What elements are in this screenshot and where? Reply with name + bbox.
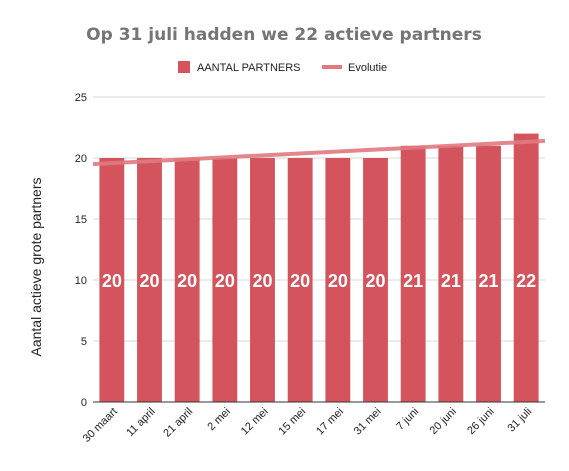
y-tick-label: 10 xyxy=(75,275,87,287)
x-tick-label: 30 maart xyxy=(81,406,120,445)
bar-data-label: 20 xyxy=(102,271,122,291)
legend-swatch-bars xyxy=(178,61,190,73)
trendline-path xyxy=(92,138,546,167)
trendline xyxy=(92,138,546,167)
x-tick-label: 2 mei xyxy=(205,406,233,434)
bar xyxy=(476,145,501,403)
y-tick-label: 0 xyxy=(81,397,87,409)
bar-data-label: 21 xyxy=(441,271,461,291)
bars xyxy=(99,133,539,403)
x-tick-label: 31 mei xyxy=(352,406,384,438)
y-tick-label: 15 xyxy=(75,214,87,226)
bar xyxy=(400,145,426,403)
bar xyxy=(363,158,388,402)
x-tick-label: 17 mei xyxy=(314,406,346,438)
bar xyxy=(513,133,539,402)
x-tick-label: 15 mei xyxy=(276,406,308,438)
bar-data-label: 20 xyxy=(177,271,197,291)
x-tick-label: 11 april xyxy=(124,406,157,439)
legend-label-bars: AANTAL PARTNERS xyxy=(197,62,301,74)
bar xyxy=(250,158,275,402)
bar xyxy=(212,158,238,402)
bar xyxy=(174,158,200,402)
bar-data-label: 22 xyxy=(516,271,536,291)
bar-data-label: 20 xyxy=(290,271,310,291)
bar-data-label: 20 xyxy=(365,271,385,291)
x-tick-label: 12 mei xyxy=(239,406,271,438)
bar-data-label: 21 xyxy=(478,271,498,291)
x-tick-label: 7 juni xyxy=(394,406,421,433)
x-tick-label: 20 juni xyxy=(428,406,459,437)
x-tick-label: 21 april xyxy=(161,406,195,440)
bar xyxy=(287,158,313,402)
legend-label-trend: Evolutie xyxy=(348,62,387,74)
bar-data-label: 20 xyxy=(328,271,348,291)
x-tick-labels: 30 maart 11 april 21 april 2 mei 12 mei 15 me… xyxy=(81,406,535,445)
bar-data-label: 20 xyxy=(215,271,235,291)
bar-data-label: 20 xyxy=(139,271,159,291)
legend: AANTAL PARTNERS Evolutie xyxy=(178,61,387,74)
gridlines xyxy=(93,96,545,342)
x-tick-label: 26 juni xyxy=(465,406,496,437)
y-tick-label: 25 xyxy=(75,92,87,104)
bar-data-label: 20 xyxy=(252,271,272,291)
bar xyxy=(99,158,125,402)
y-tick-label: 20 xyxy=(75,153,87,165)
y-axis-label: Aantal actieve grote partners xyxy=(28,178,44,357)
chart-title: Op 31 juli hadden we 22 actieve partners xyxy=(86,25,482,45)
bar xyxy=(438,145,464,403)
y-tick-label: 5 xyxy=(81,336,87,348)
bar-data-labels: 20 20 20 20 20 20 20 20 21 21 21 22 xyxy=(102,271,536,291)
x-tick-label: 31 juli xyxy=(505,406,534,435)
bar xyxy=(137,158,162,402)
bar xyxy=(325,158,351,402)
bar-data-label: 21 xyxy=(403,271,423,291)
y-tick-labels: 0 5 10 15 20 25 xyxy=(75,92,87,409)
